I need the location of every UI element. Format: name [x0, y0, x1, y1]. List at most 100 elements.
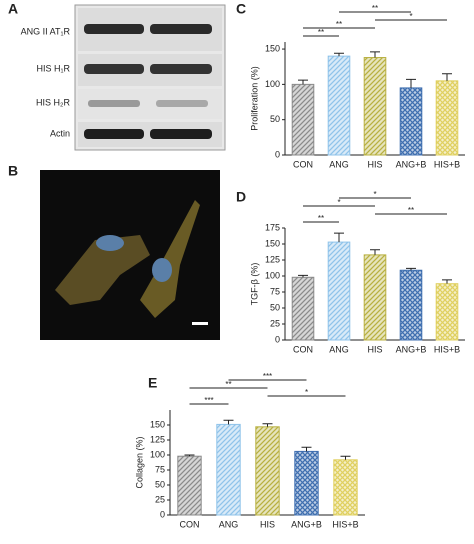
x-tick-label: ANG+B [396, 159, 427, 169]
y-tick-label: 100 [265, 270, 280, 280]
error-bar [442, 279, 452, 284]
x-tick-label: ANG [219, 519, 239, 529]
error-bar [406, 78, 416, 88]
y-tick-label: 50 [270, 114, 280, 124]
band [150, 129, 212, 139]
cell [140, 200, 200, 318]
y-tick-label: 100 [150, 449, 165, 459]
blot-label: ANG II AT₁R [21, 26, 71, 36]
bar [177, 455, 202, 516]
y-tick-label: 75 [270, 286, 280, 296]
x-tick-label: CON [180, 519, 200, 529]
error-bar [184, 454, 195, 457]
band [84, 24, 144, 34]
significance-label: * [337, 198, 340, 207]
significance-label: ** [318, 28, 324, 37]
bar [294, 450, 319, 516]
panel-label: D [236, 189, 246, 205]
bar [255, 426, 280, 516]
cell [55, 235, 150, 305]
x-tick-label: HIS+B [434, 159, 460, 169]
y-tick-label: 0 [160, 509, 165, 519]
bar [333, 459, 358, 516]
significance-label: * [373, 190, 376, 199]
x-tick-label: ANG [329, 344, 349, 354]
bar [363, 57, 387, 156]
y-tick-label: 150 [150, 419, 165, 429]
significance-label: * [305, 388, 308, 397]
blot-label: HIS H₁R [36, 63, 70, 73]
significance-label: ** [318, 214, 324, 223]
band [84, 129, 144, 139]
panel-label: E [148, 375, 157, 391]
significance-label: ** [225, 380, 231, 389]
y-tick-label: 75 [155, 464, 165, 474]
bar [291, 83, 315, 156]
y-tick-label: 150 [265, 43, 280, 53]
significance-label: * [409, 12, 412, 21]
bar [363, 254, 387, 341]
y-tick-label: 175 [265, 222, 280, 232]
x-tick-label: ANG [329, 159, 349, 169]
x-tick-label: CON [293, 344, 313, 354]
significance-label: ** [408, 206, 414, 215]
error-bar [442, 73, 452, 81]
x-tick-label: HIS [367, 159, 382, 169]
y-axis-label: Proliferation (%) [249, 66, 259, 131]
band [150, 24, 212, 34]
error-bar [262, 423, 273, 427]
x-tick-label: HIS+B [332, 519, 358, 529]
y-tick-label: 0 [275, 149, 280, 159]
x-tick-label: HIS+B [434, 344, 460, 354]
band [150, 64, 212, 74]
panel-label: B [8, 163, 18, 179]
error-bar [298, 79, 308, 85]
blot [74, 4, 226, 151]
nucleus [152, 258, 172, 282]
error-bar [370, 51, 380, 58]
y-tick-label: 50 [270, 302, 280, 312]
x-tick-label: HIS [260, 519, 275, 529]
y-tick-label: 125 [265, 254, 280, 264]
bar [327, 241, 351, 341]
bar [435, 283, 459, 341]
significance-label: *** [204, 396, 213, 405]
error-bar [340, 455, 351, 460]
y-tick-label: 25 [270, 318, 280, 328]
error-bar [370, 249, 380, 255]
significance-label: ** [372, 4, 378, 13]
x-tick-label: ANG+B [291, 519, 322, 529]
band [156, 100, 208, 107]
y-tick-label: 150 [265, 238, 280, 248]
y-tick-label: 0 [275, 334, 280, 344]
y-axis-label: Collagen (%) [134, 436, 144, 488]
y-tick-label: 25 [155, 494, 165, 504]
scale-bar [192, 322, 208, 325]
x-tick-label: HIS [367, 344, 382, 354]
y-tick-label: 125 [150, 434, 165, 444]
significance-label: ** [336, 20, 342, 29]
bar [327, 55, 351, 156]
error-bar [334, 52, 344, 57]
bar [399, 87, 423, 156]
bar [399, 269, 423, 341]
x-tick-label: CON [293, 159, 313, 169]
blot-label: Actin [50, 128, 70, 138]
error-bar [301, 446, 312, 452]
y-axis-label: TGF-β (%) [249, 263, 259, 306]
panel-label: C [236, 1, 246, 17]
bar [216, 423, 241, 516]
band [84, 64, 144, 74]
nucleus [96, 235, 124, 251]
panel-label: A [8, 1, 18, 17]
bar [291, 276, 315, 341]
error-bar [223, 419, 234, 425]
error-bar [298, 274, 308, 278]
x-tick-label: ANG+B [396, 344, 427, 354]
error-bar [406, 267, 416, 271]
error-bar [334, 232, 344, 243]
micrograph [40, 170, 220, 340]
significance-label: *** [263, 372, 272, 381]
y-tick-label: 50 [155, 479, 165, 489]
